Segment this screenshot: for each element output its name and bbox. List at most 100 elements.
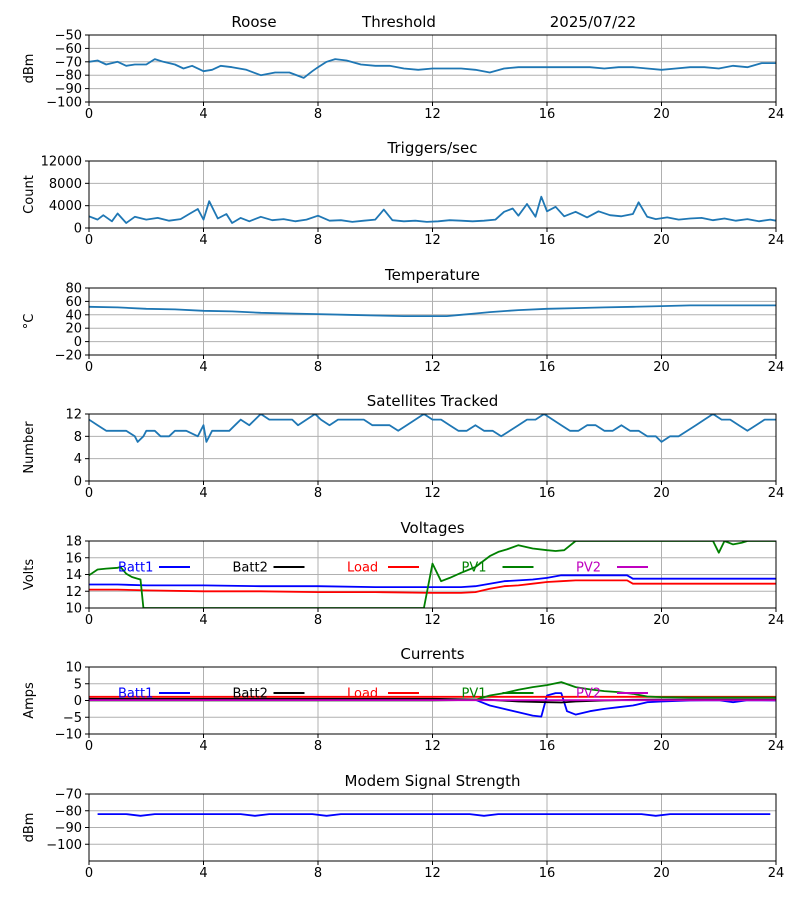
x-tick-label: 24 xyxy=(768,486,785,501)
x-tick-label: 20 xyxy=(653,613,670,628)
legend-label: PV1 xyxy=(462,561,487,576)
x-tick-label: 12 xyxy=(424,233,441,248)
y-tick-label: −80 xyxy=(55,804,82,819)
legend-label: Batt2 xyxy=(233,561,268,576)
x-tick-label: 8 xyxy=(314,486,322,501)
y-tick-label: 14 xyxy=(65,568,82,583)
y-axis-label: dBm xyxy=(22,813,37,843)
legend-label: PV1 xyxy=(462,687,487,702)
x-tick-label: 8 xyxy=(314,360,322,375)
x-tick-label: 24 xyxy=(768,866,785,881)
y-tick-label: −60 xyxy=(55,42,82,57)
x-tick-label: 4 xyxy=(199,866,207,881)
chart-title: Triggers/sec xyxy=(387,139,478,157)
chart-panel: 0 4 8 12 16 20 24 0 4000 8000 12000 Triggers/sec Cou… xyxy=(22,139,784,248)
y-tick-label: 10 xyxy=(65,661,82,676)
chart-title: Modem Signal Strength xyxy=(345,772,521,790)
x-tick-label: 16 xyxy=(539,613,556,628)
x-tick-label: 4 xyxy=(199,486,207,501)
x-tick-label: 0 xyxy=(85,739,93,754)
y-tick-label: −70 xyxy=(55,55,82,70)
y-tick-label: 60 xyxy=(65,295,82,310)
y-tick-label: 4000 xyxy=(49,199,82,214)
y-axis-label: °C xyxy=(22,314,37,330)
x-tick-label: 24 xyxy=(768,360,785,375)
y-axis-label: Number xyxy=(22,421,37,474)
x-tick-label: 20 xyxy=(653,739,670,754)
x-tick-label: 16 xyxy=(539,107,556,122)
y-tick-label: 18 xyxy=(65,535,82,550)
x-tick-label: 4 xyxy=(199,233,207,248)
legend-label: Load xyxy=(347,561,378,576)
y-axis-label: Volts xyxy=(22,559,37,591)
x-tick-label: 20 xyxy=(653,107,670,122)
series-line xyxy=(89,574,776,588)
x-tick-label: 20 xyxy=(653,486,670,501)
header-date: 2025/07/22 xyxy=(550,13,636,31)
x-tick-label: 24 xyxy=(768,739,785,754)
y-tick-label: −90 xyxy=(55,82,82,97)
x-tick-label: 24 xyxy=(768,613,785,628)
series-line xyxy=(89,579,776,594)
y-tick-label: −50 xyxy=(55,29,82,44)
x-tick-label: 4 xyxy=(199,739,207,754)
x-tick-label: 0 xyxy=(85,613,93,628)
y-tick-label: −80 xyxy=(55,69,82,84)
chart-panel: 0 4 8 12 16 20 24 0 4 8 12 Satellites Tracked Number xyxy=(22,392,784,501)
y-tick-label: 12000 xyxy=(41,155,82,170)
series-line xyxy=(89,541,776,608)
y-tick-label: 40 xyxy=(65,308,82,323)
x-tick-label: 12 xyxy=(424,739,441,754)
x-tick-label: 20 xyxy=(653,233,670,248)
x-tick-label: 12 xyxy=(424,613,441,628)
x-tick-label: 8 xyxy=(314,107,322,122)
series-line xyxy=(89,304,776,318)
chart-panel: 0 4 8 12 16 20 24 −100−90−80−70−60−50 dBm xyxy=(22,29,784,123)
x-tick-label: 0 xyxy=(85,233,93,248)
legend-label: PV2 xyxy=(576,561,601,576)
y-tick-label: 0 xyxy=(74,694,82,709)
x-tick-label: 16 xyxy=(539,486,556,501)
x-tick-label: 12 xyxy=(424,486,441,501)
y-tick-label: −10 xyxy=(55,728,82,743)
x-tick-label: 20 xyxy=(653,866,670,881)
y-tick-label: −20 xyxy=(55,349,82,364)
legend-label: Batt1 xyxy=(118,561,153,576)
x-tick-label: 20 xyxy=(653,360,670,375)
y-tick-label: 8000 xyxy=(49,177,82,192)
x-tick-label: 8 xyxy=(314,866,322,881)
x-tick-label: 24 xyxy=(768,233,785,248)
x-tick-label: 4 xyxy=(199,360,207,375)
x-tick-label: 16 xyxy=(539,739,556,754)
x-tick-label: 16 xyxy=(539,866,556,881)
x-tick-label: 24 xyxy=(768,107,785,122)
y-tick-label: 0 xyxy=(74,222,82,237)
y-tick-label: 80 xyxy=(65,282,82,297)
x-tick-label: 8 xyxy=(314,739,322,754)
legend-label: Batt2 xyxy=(233,687,268,702)
legend-label: PV2 xyxy=(576,687,601,702)
y-axis-label: dBm xyxy=(22,54,37,84)
header-mode: Threshold xyxy=(361,13,436,31)
series-line xyxy=(89,414,776,443)
y-tick-label: 8 xyxy=(74,430,82,445)
header-station: Roose xyxy=(231,13,276,31)
chart-title: Satellites Tracked xyxy=(367,392,498,410)
chart-title: Currents xyxy=(400,645,464,663)
series-line xyxy=(89,58,776,79)
chart-panel: 0 4 8 12 16 20 24 −100 −90 −80−70 Modem Signal Str… xyxy=(22,772,784,881)
x-tick-label: 0 xyxy=(85,107,93,122)
x-tick-label: 16 xyxy=(539,360,556,375)
x-tick-label: 4 xyxy=(199,107,207,122)
y-tick-label: −90 xyxy=(55,821,82,836)
chart-title: Temperature xyxy=(384,266,480,284)
x-tick-label: 8 xyxy=(314,613,322,628)
x-tick-label: 0 xyxy=(85,866,93,881)
y-tick-label: −70 xyxy=(55,788,82,803)
y-tick-label: 5 xyxy=(74,677,82,692)
